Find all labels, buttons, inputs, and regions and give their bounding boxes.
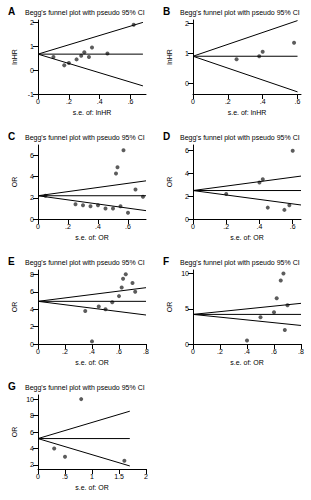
svg-text:OR: OR xyxy=(11,302,18,313)
svg-text:2: 2 xyxy=(185,193,189,200)
svg-text:4: 4 xyxy=(185,170,189,177)
svg-text:1: 1 xyxy=(185,50,189,57)
svg-text:0: 0 xyxy=(185,80,189,87)
svg-text:s.e. of: OR: s.e. of: OR xyxy=(75,234,108,241)
svg-text:6: 6 xyxy=(30,288,34,295)
svg-text:.4: .4 xyxy=(260,98,266,105)
svg-text:.2: .2 xyxy=(65,223,71,230)
svg-text:OR: OR xyxy=(11,177,18,188)
svg-text:.6: .6 xyxy=(295,98,301,105)
svg-text:6: 6 xyxy=(185,147,189,154)
svg-text:-1: -1 xyxy=(28,91,34,98)
svg-text:6: 6 xyxy=(30,429,34,436)
svg-text:0: 0 xyxy=(185,341,189,348)
svg-text:E: E xyxy=(8,256,15,267)
svg-text:.4: .4 xyxy=(257,223,263,230)
svg-text:F: F xyxy=(163,256,169,267)
svg-text:s.e. of: OR: s.e. of: OR xyxy=(75,359,108,366)
svg-text:0: 0 xyxy=(30,341,34,348)
svg-text:.2: .2 xyxy=(223,223,229,230)
svg-text:A: A xyxy=(8,6,15,17)
svg-text:0: 0 xyxy=(191,223,195,230)
svg-text:.4: .4 xyxy=(89,348,95,355)
svg-text:lnHR: lnHR xyxy=(11,49,18,65)
svg-text:Begg's funnel plot with pseudo: Begg's funnel plot with pseudo 95% CI xyxy=(25,134,145,142)
svg-text:10: 10 xyxy=(26,396,34,403)
svg-text:1: 1 xyxy=(30,43,34,50)
svg-text:.4: .4 xyxy=(95,223,101,230)
svg-text:OR: OR xyxy=(166,177,173,188)
svg-text:1.5: 1.5 xyxy=(114,473,124,480)
svg-text:B: B xyxy=(163,6,170,17)
svg-text:0: 0 xyxy=(30,67,34,74)
svg-text:s.e. of: OR: s.e. of: OR xyxy=(230,234,263,241)
svg-text:1: 1 xyxy=(90,473,94,480)
svg-text:2: 2 xyxy=(30,19,34,26)
svg-text:Begg's funnel plot with pseudo: Begg's funnel plot with pseudo 95% CI xyxy=(180,9,300,17)
svg-text:.8: .8 xyxy=(298,348,304,355)
svg-text:.6: .6 xyxy=(125,223,131,230)
svg-text:.6: .6 xyxy=(290,223,296,230)
svg-text:4: 4 xyxy=(30,306,34,313)
svg-text:8: 8 xyxy=(30,412,34,419)
svg-text:0: 0 xyxy=(36,223,40,230)
svg-text:s.e. of: lnHR: s.e. of: lnHR xyxy=(228,109,267,116)
svg-text:2: 2 xyxy=(185,20,189,27)
svg-text:Begg's funnel plot with pseudo: Begg's funnel plot with pseudo 95% CI xyxy=(180,134,300,142)
svg-text:C: C xyxy=(8,131,15,142)
svg-text:G: G xyxy=(8,381,16,392)
svg-text:0: 0 xyxy=(191,98,195,105)
svg-text:8: 8 xyxy=(30,271,34,278)
svg-text:.4: .4 xyxy=(244,348,250,355)
svg-text:D: D xyxy=(163,131,170,142)
svg-text:4: 4 xyxy=(30,445,34,452)
svg-text:0: 0 xyxy=(36,98,40,105)
svg-text:OR: OR xyxy=(166,302,173,313)
svg-text:.5: .5 xyxy=(62,473,68,480)
svg-text:s.e. of: lnHR: s.e. of: lnHR xyxy=(73,109,112,116)
svg-text:2: 2 xyxy=(30,194,34,201)
svg-text:OR: OR xyxy=(11,427,18,438)
svg-text:0: 0 xyxy=(30,216,34,223)
svg-text:4: 4 xyxy=(30,173,34,180)
svg-text:10: 10 xyxy=(181,270,189,277)
svg-text:2: 2 xyxy=(30,461,34,468)
svg-text:.8: .8 xyxy=(143,348,149,355)
svg-text:.2: .2 xyxy=(66,98,72,105)
svg-text:Begg's funnel plot with pseudo: Begg's funnel plot with pseudo 95% CI xyxy=(25,259,145,267)
svg-text:.2: .2 xyxy=(217,348,223,355)
svg-text:.2: .2 xyxy=(225,98,231,105)
svg-text:0: 0 xyxy=(36,473,40,480)
svg-text:.6: .6 xyxy=(116,348,122,355)
svg-text:2: 2 xyxy=(144,473,148,480)
svg-text:0: 0 xyxy=(36,348,40,355)
svg-text:5: 5 xyxy=(185,305,189,312)
svg-text:0: 0 xyxy=(191,348,195,355)
svg-text:Begg's funnel plot with pseudo: Begg's funnel plot with pseudo 95% CI xyxy=(25,9,145,17)
svg-text:.4: .4 xyxy=(97,98,103,105)
svg-text:0: 0 xyxy=(185,216,189,223)
svg-text:s.e. of: OR: s.e. of: OR xyxy=(230,359,263,366)
svg-text:.6: .6 xyxy=(271,348,277,355)
svg-text:s.e. of: OR: s.e. of: OR xyxy=(75,484,108,491)
svg-text:.2: .2 xyxy=(62,348,68,355)
svg-text:2: 2 xyxy=(30,323,34,330)
svg-text:6: 6 xyxy=(30,152,34,159)
svg-text:Begg's funnel plot with pseudo: Begg's funnel plot with pseudo 95% CI xyxy=(25,384,145,392)
svg-text:lnHR: lnHR xyxy=(166,49,173,65)
svg-text:.6: .6 xyxy=(128,98,134,105)
svg-text:Begg's funnel plot with pseudo: Begg's funnel plot with pseudo 95% CI xyxy=(180,259,300,267)
